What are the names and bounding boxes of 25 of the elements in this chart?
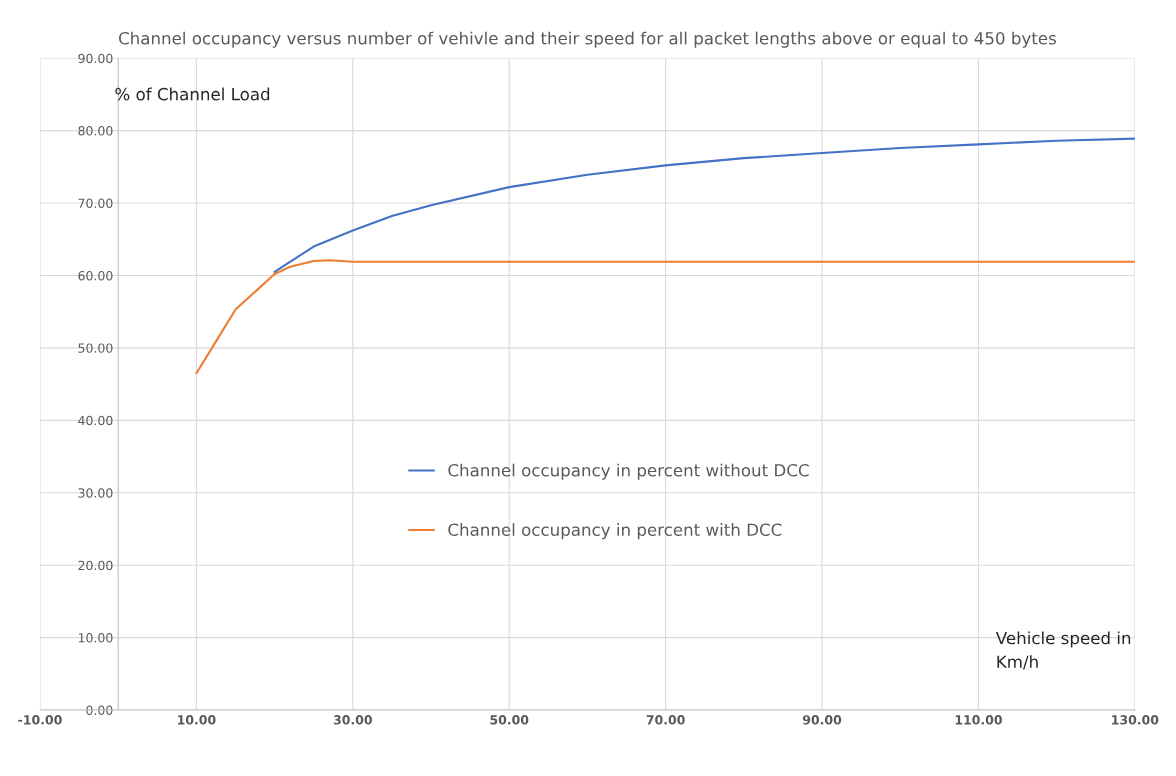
y-tick-label: 50.00 [78, 343, 113, 353]
chart-title: Channel occupancy versus number of vehivle and their speed for all packet lengths above or equal to 450 bytes [118, 31, 1056, 48]
x-tick-label: 110.00 [955, 715, 1002, 725]
x-tick-label: 50.00 [490, 715, 529, 725]
x-tick-label: 90.00 [802, 715, 842, 725]
x-tick-label: -10.00 [18, 715, 62, 725]
x-tick-label: 130.00 [1112, 715, 1159, 725]
legend-label: Channel occupancy in percent with DCC [448, 523, 782, 540]
x-tick-label: 10.00 [178, 715, 216, 725]
y-tick-label: 0.00 [86, 705, 113, 715]
y-tick-label: 60.00 [78, 270, 113, 281]
y-tick-label: 70.00 [78, 198, 113, 208]
y-tick-label: 80.00 [78, 126, 113, 136]
x-axis-title: Vehicle speed in Km/h [995, 631, 1131, 670]
x-tick-label: 70.00 [646, 715, 685, 725]
y-tick-label: 90.00 [78, 53, 113, 64]
y-tick-label: 30.00 [78, 488, 113, 498]
line-series [195, 259, 1135, 375]
line-series [273, 137, 1135, 273]
x-tick-label: 30.00 [333, 715, 372, 725]
y-tick-label: 40.00 [78, 415, 113, 426]
y-tick-label: 10.00 [78, 633, 113, 643]
legend-label: Channel occupancy in percent without DCC [448, 463, 809, 480]
y-axis-title: % of Channel Load [115, 87, 270, 101]
y-tick-label: 20.00 [78, 560, 113, 571]
